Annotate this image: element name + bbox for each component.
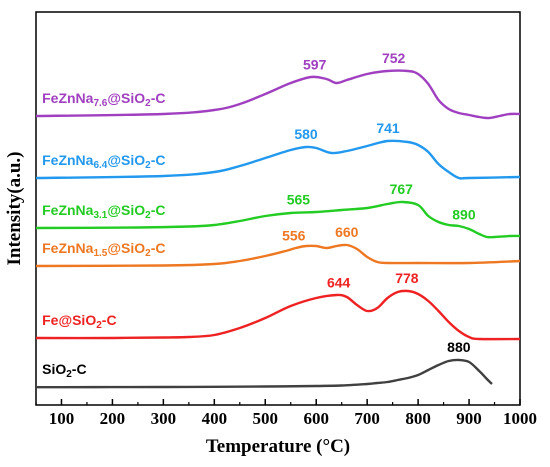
series-line-5 xyxy=(35,69,521,120)
series-line-3 xyxy=(35,200,521,239)
peak-label-5-0: 597 xyxy=(303,56,327,72)
series-line-4 xyxy=(35,139,521,180)
peak-label-3-0: 565 xyxy=(287,192,311,208)
series-layer xyxy=(35,69,521,389)
x-tick-label: 700 xyxy=(354,409,380,428)
series-label-1: Fe@SiO2-C xyxy=(42,312,116,331)
peak-label-1-0: 644 xyxy=(327,274,351,290)
x-tick-label: 800 xyxy=(405,409,431,428)
x-axis: 100 200 300 400 500 600 700 800 900 1000 xyxy=(35,399,537,428)
peak-label-4-0: 580 xyxy=(294,126,318,142)
series-label-0: SiO2-C xyxy=(42,361,86,380)
labels-layer: SiO2-C 880 Fe@SiO2-C 644 778 FeZnNa1.5@SiO2-C… xyxy=(42,50,476,380)
series-line-2 xyxy=(35,243,521,268)
series-line-1 xyxy=(35,289,521,341)
y-axis-title: Intensity(a.u.) xyxy=(4,151,25,265)
peak-label-0-0: 880 xyxy=(447,339,471,355)
x-axis-title: Temperature (°C) xyxy=(206,436,350,457)
x-tick-label: 900 xyxy=(456,409,482,428)
x-tick-label: 400 xyxy=(202,409,228,428)
x-tick-label: 100 xyxy=(49,409,75,428)
plot-frame xyxy=(35,11,521,406)
peak-label-3-1: 767 xyxy=(390,181,414,197)
series-label-3: FeZnNa3.1@SiO2-C xyxy=(42,202,165,221)
peak-label-5-1: 752 xyxy=(382,50,406,66)
series-label-2: FeZnNa1.5@SiO2-C xyxy=(42,240,165,259)
series-line-0 xyxy=(36,358,493,389)
series-label-5: FeZnNa7.6@SiO2-C xyxy=(42,90,165,109)
peak-label-1-1: 778 xyxy=(395,270,419,286)
x-tick-label: 1000 xyxy=(503,409,537,428)
series-label-4: FeZnNa6.4@SiO2-C xyxy=(42,152,165,171)
peak-label-3-2: 890 xyxy=(452,207,476,223)
x-tick-label: 300 xyxy=(151,409,177,428)
peak-label-2-1: 660 xyxy=(335,224,359,240)
x-tick-label: 200 xyxy=(100,409,126,428)
x-tick-label: 500 xyxy=(253,409,279,428)
peak-label-4-1: 741 xyxy=(376,120,400,136)
x-tick-label: 600 xyxy=(303,409,329,428)
peak-label-2-0: 556 xyxy=(282,228,306,244)
